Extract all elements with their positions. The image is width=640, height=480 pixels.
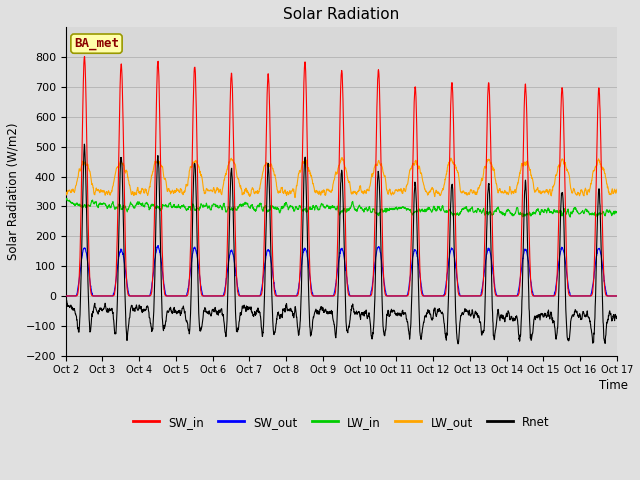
LW_out bbox=[339, 155, 346, 161]
LW_in bbox=[502, 211, 509, 217]
LW_in bbox=[613, 209, 621, 215]
SW_in bbox=[81, 54, 88, 60]
LW_out bbox=[62, 189, 70, 194]
LW_out bbox=[291, 195, 299, 201]
LW_out bbox=[370, 170, 378, 176]
Rnet bbox=[502, 313, 509, 319]
LW_in bbox=[216, 205, 223, 211]
LW_out bbox=[216, 189, 223, 194]
LW_in bbox=[369, 206, 377, 212]
Rnet bbox=[81, 141, 88, 147]
Title: Solar Radiation: Solar Radiation bbox=[283, 7, 399, 22]
SW_out bbox=[564, 284, 572, 289]
Line: LW_in: LW_in bbox=[66, 198, 617, 217]
Text: BA_met: BA_met bbox=[74, 37, 119, 50]
SW_out bbox=[216, 293, 223, 299]
SW_in bbox=[216, 293, 223, 299]
Line: LW_out: LW_out bbox=[66, 158, 617, 198]
LW_in bbox=[580, 211, 588, 216]
Legend: SW_in, SW_out, LW_in, LW_out, Rnet: SW_in, SW_out, LW_in, LW_out, Rnet bbox=[128, 411, 555, 433]
LW_out bbox=[358, 189, 365, 195]
Rnet bbox=[454, 341, 462, 347]
SW_out bbox=[154, 243, 162, 249]
SW_out bbox=[502, 293, 509, 299]
LW_out bbox=[580, 193, 588, 199]
Rnet bbox=[62, 302, 70, 308]
Y-axis label: Solar Radiation (W/m2): Solar Radiation (W/m2) bbox=[7, 123, 20, 260]
LW_in bbox=[63, 195, 70, 201]
Line: SW_out: SW_out bbox=[66, 246, 617, 296]
SW_in bbox=[358, 293, 365, 299]
X-axis label: Time: Time bbox=[599, 379, 628, 392]
SW_out bbox=[580, 293, 588, 299]
SW_out bbox=[369, 274, 377, 280]
Rnet bbox=[216, 310, 223, 316]
LW_out bbox=[564, 170, 572, 176]
LW_out bbox=[613, 186, 621, 192]
SW_in bbox=[613, 293, 621, 299]
SW_in bbox=[564, 289, 572, 295]
SW_in bbox=[502, 293, 509, 299]
Line: Rnet: Rnet bbox=[66, 144, 617, 344]
Line: SW_in: SW_in bbox=[66, 57, 617, 296]
Rnet bbox=[580, 311, 588, 316]
SW_in bbox=[62, 293, 70, 299]
Rnet bbox=[613, 316, 621, 322]
LW_out bbox=[502, 189, 509, 195]
SW_out bbox=[62, 293, 70, 299]
SW_out bbox=[358, 293, 365, 299]
LW_in bbox=[62, 197, 70, 203]
LW_in bbox=[564, 208, 572, 214]
Rnet bbox=[358, 311, 365, 317]
SW_in bbox=[369, 273, 377, 278]
LW_in bbox=[566, 214, 574, 220]
LW_in bbox=[358, 205, 365, 211]
SW_out bbox=[613, 293, 621, 299]
Rnet bbox=[564, 338, 572, 344]
Rnet bbox=[369, 326, 377, 332]
SW_in bbox=[580, 293, 588, 299]
